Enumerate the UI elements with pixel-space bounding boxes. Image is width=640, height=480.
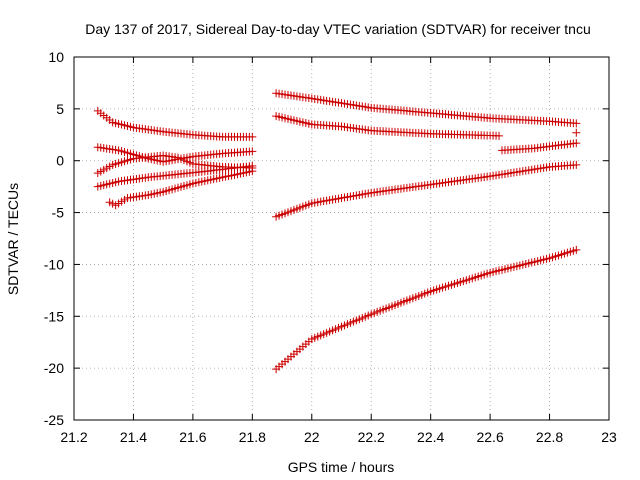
- data-point-arc6: [572, 119, 581, 128]
- data-point-arc7: [495, 131, 504, 140]
- data-point-arc1: [248, 132, 257, 141]
- y-axis-label: SDTVAR / TECUs: [5, 183, 21, 295]
- x-axis-label: GPS time / hours: [288, 459, 395, 475]
- x-tick-label: 22.4: [417, 429, 444, 445]
- y-tick-label: -10: [44, 256, 64, 272]
- x-tick-label: 21.8: [239, 429, 266, 445]
- data-point-arc5: [248, 167, 257, 176]
- y-tick-label: 0: [56, 153, 64, 169]
- y-tick-label: -20: [44, 360, 64, 376]
- x-tick-label: 23: [601, 429, 617, 445]
- y-tick-label: 5: [56, 101, 64, 117]
- x-tick-label: 22.6: [476, 429, 503, 445]
- chart-title: Day 137 of 2017, Sidereal Day-to-day VTE…: [85, 21, 591, 37]
- y-tick-label: 10: [48, 49, 64, 65]
- data-point-arc8: [572, 139, 581, 148]
- data-point-extra: [572, 128, 581, 137]
- y-tick-label: -25: [44, 412, 64, 428]
- x-tick-label: 22: [304, 429, 320, 445]
- axis-ticks: 21.2 21.4 21.6 21.8 22 22.2 22.4 22.6 22.8 23 -25 -…: [44, 49, 617, 445]
- x-tick-label: 21.4: [120, 429, 147, 445]
- data-points: [93, 89, 581, 374]
- plot-frame: [73, 56, 610, 421]
- data-point-arc2: [248, 147, 257, 156]
- data-point-arc10: [572, 245, 581, 254]
- x-tick-label: 21.6: [179, 429, 206, 445]
- x-tick-label: 21.2: [60, 429, 87, 445]
- x-tick-label: 22.2: [358, 429, 385, 445]
- y-tick-label: -15: [44, 308, 64, 324]
- data-point-arc9: [572, 160, 581, 169]
- y-tick-label: -5: [52, 205, 65, 221]
- x-tick-label: 22.8: [536, 429, 563, 445]
